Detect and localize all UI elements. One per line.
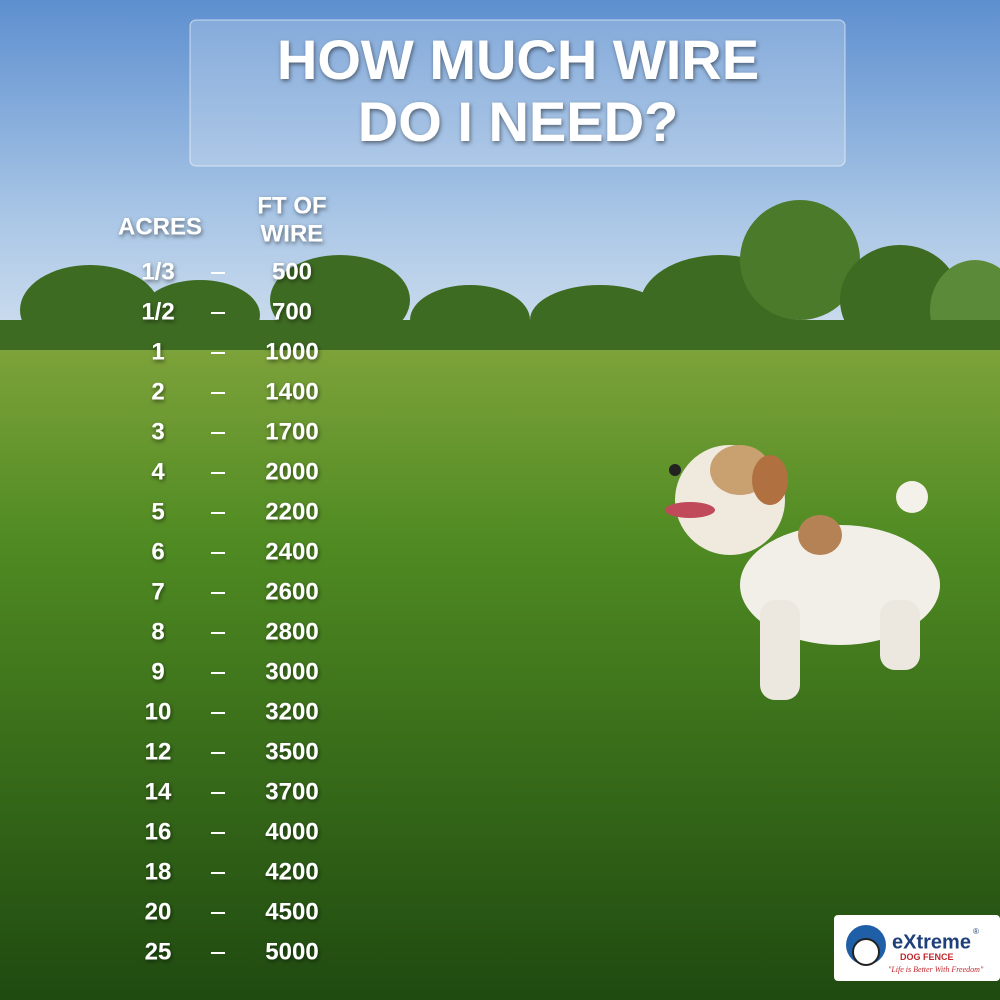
trees <box>0 200 1000 360</box>
feet-cell: 700 <box>272 298 312 325</box>
acres-cell: 25 <box>145 938 172 965</box>
feet-cell: 1700 <box>265 418 318 445</box>
header-feet: WIRE <box>261 220 324 247</box>
title-line: DO I NEED? <box>358 90 678 153</box>
feet-cell: 2800 <box>265 618 318 645</box>
acres-cell: 1 <box>151 338 164 365</box>
acres-cell: 14 <box>145 778 172 805</box>
feet-cell: 2200 <box>265 498 318 525</box>
feet-cell: 4200 <box>265 858 318 885</box>
table-rows: 1/3 500 1/2 700 1 1000 2 1400 3 1700 4 2000 5 2200 6 24… <box>141 258 318 965</box>
feet-cell: 3500 <box>265 738 318 765</box>
acres-cell: 5 <box>151 498 164 525</box>
acres-cell: 1/3 <box>141 258 174 285</box>
feet-cell: 500 <box>272 258 312 285</box>
acres-cell: 10 <box>145 698 172 725</box>
feet-cell: 1400 <box>265 378 318 405</box>
acres-cell: 18 <box>145 858 172 885</box>
acres-cell: 6 <box>151 538 164 565</box>
acres-cell: 3 <box>151 418 164 445</box>
header-acres: ACRES <box>118 213 202 240</box>
grass <box>0 350 1000 1000</box>
feet-cell: 4000 <box>265 818 318 845</box>
logo-slogan: "Life is Better With Freedom" <box>888 965 984 974</box>
acres-cell: 8 <box>151 618 164 645</box>
feet-cell: 3700 <box>265 778 318 805</box>
acres-cell: 16 <box>145 818 172 845</box>
title-line: HOW MUCH WIRE <box>277 28 759 91</box>
title-box <box>189 19 846 167</box>
feet-cell: 1000 <box>265 338 318 365</box>
acres-cell: 2 <box>151 378 164 405</box>
acres-cell: 12 <box>145 738 172 765</box>
feet-cell: 2000 <box>265 458 318 485</box>
acres-cell: 7 <box>151 578 164 605</box>
acres-cell: 20 <box>145 898 172 925</box>
logo: eXtreme ® DOG FENCE "Life is Better With… <box>834 915 1000 981</box>
header-feet: FT OF <box>257 192 326 219</box>
feet-cell: 2600 <box>265 578 318 605</box>
acres-cell: 9 <box>151 658 164 685</box>
feet-cell: 4500 <box>265 898 318 925</box>
feet-cell: 2400 <box>265 538 318 565</box>
logo-sub: DOG FENCE <box>900 952 954 962</box>
feet-cell: 5000 <box>265 938 318 965</box>
logo-mark: ® <box>973 927 979 936</box>
acres-cell: 1/2 <box>141 298 174 325</box>
logo-brand: eXtreme <box>892 931 971 953</box>
dog <box>665 445 940 700</box>
acres-cell: 4 <box>151 458 165 485</box>
feet-cell: 3000 <box>265 658 318 685</box>
feet-cell: 3200 <box>265 698 318 725</box>
